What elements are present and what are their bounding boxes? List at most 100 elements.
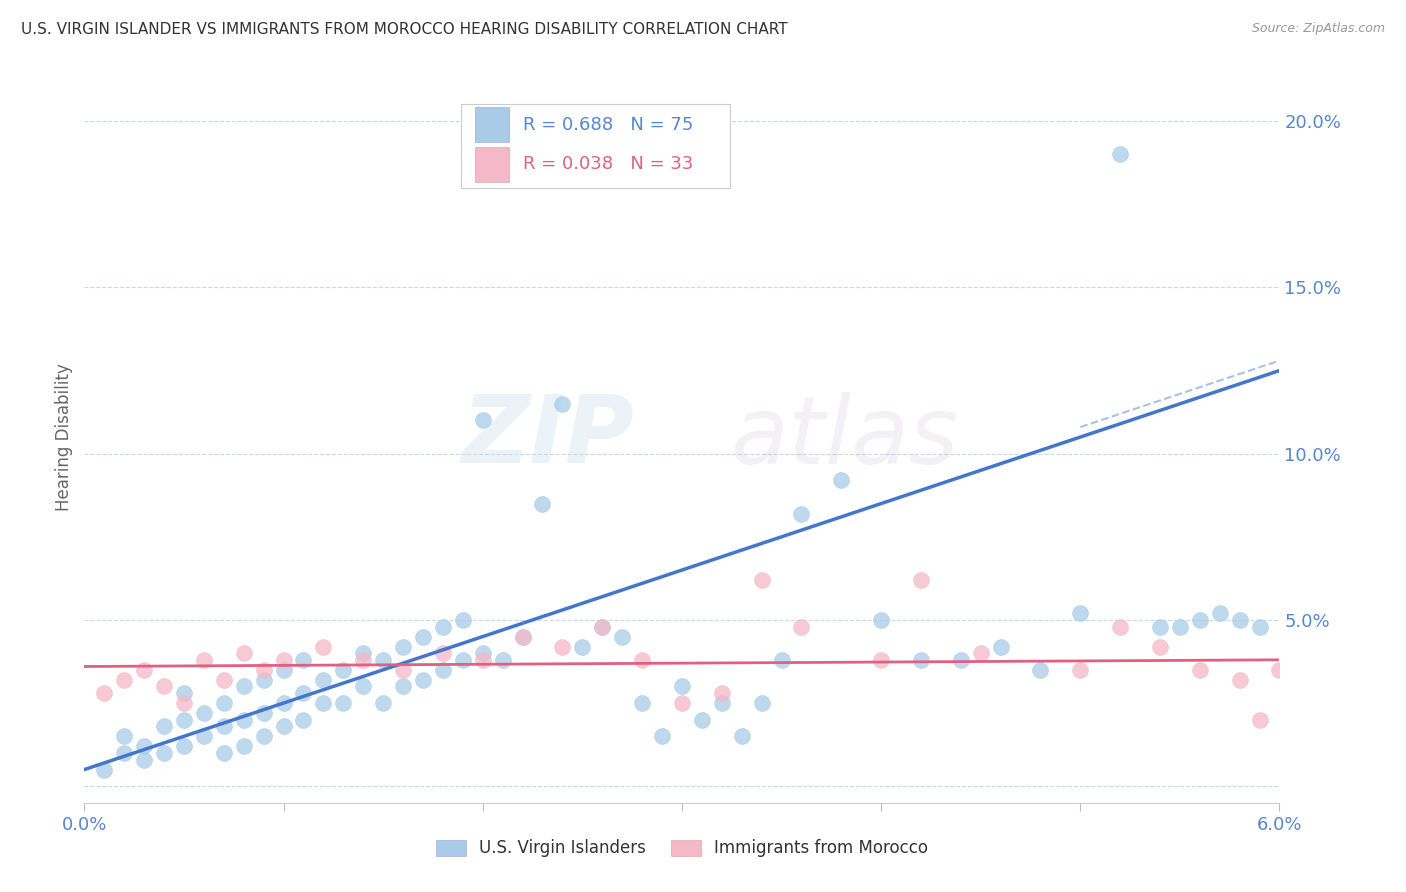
Point (312, 673, 335, 687)
Point (1109, 147, 1132, 161)
Point (273, 663, 295, 677)
Point (571, 640, 593, 654)
Point (292, 653, 315, 667)
Point (212, 673, 235, 687)
Point (451, 653, 474, 667)
Point (132, 663, 156, 677)
Y-axis label: Hearing Disability: Hearing Disability (55, 363, 73, 511)
FancyBboxPatch shape (461, 104, 730, 188)
Point (949, 653, 972, 667)
Point (292, 713, 315, 727)
Point (173, 713, 195, 727)
Point (153, 719, 176, 733)
Legend: U.S. Virgin Islanders, Immigrants from Morocco: U.S. Virgin Islanders, Immigrants from M… (429, 832, 935, 864)
Point (193, 653, 215, 667)
Text: R = 0.038   N = 33: R = 0.038 N = 33 (523, 155, 693, 173)
Point (312, 696, 335, 710)
Point (352, 680, 374, 694)
Point (1249, 713, 1271, 727)
Point (173, 696, 195, 710)
Point (112, 673, 135, 687)
Point (471, 413, 494, 427)
Point (432, 646, 454, 660)
Point (153, 746, 176, 760)
Point (232, 713, 254, 727)
Point (132, 753, 156, 767)
Point (790, 619, 813, 633)
Point (1188, 663, 1211, 677)
Point (392, 663, 415, 677)
Point (232, 680, 254, 694)
Point (1069, 607, 1091, 621)
Point (273, 719, 295, 733)
Point (551, 640, 574, 654)
Text: R = 0.688   N = 75: R = 0.688 N = 75 (523, 116, 693, 134)
Text: ZIP: ZIP (461, 391, 634, 483)
FancyBboxPatch shape (475, 146, 509, 182)
Point (1069, 663, 1091, 677)
Point (451, 613, 474, 627)
Text: U.S. VIRGIN ISLANDER VS IMMIGRANTS FROM MOROCCO HEARING DISABILITY CORRELATION C: U.S. VIRGIN ISLANDER VS IMMIGRANTS FROM … (21, 22, 787, 37)
Text: atlas: atlas (730, 392, 957, 483)
Point (512, 630, 534, 644)
Point (373, 653, 395, 667)
Point (432, 619, 454, 633)
Point (212, 719, 235, 733)
FancyBboxPatch shape (475, 107, 509, 143)
Point (273, 653, 295, 667)
Point (492, 653, 515, 667)
Point (193, 729, 215, 743)
Point (352, 653, 374, 667)
Point (870, 653, 893, 667)
Point (1168, 619, 1191, 633)
Point (332, 663, 354, 677)
Point (990, 640, 1012, 654)
Point (253, 729, 276, 743)
Point (751, 573, 773, 587)
Point (1229, 613, 1251, 627)
Point (392, 680, 415, 694)
Point (751, 696, 773, 710)
Point (731, 729, 754, 743)
Point (710, 696, 733, 710)
Point (471, 653, 494, 667)
Point (412, 673, 434, 687)
Point (690, 713, 713, 727)
Point (471, 646, 494, 660)
Point (830, 473, 852, 487)
Point (352, 646, 374, 660)
Point (373, 696, 395, 710)
Point (392, 640, 415, 654)
Point (93, 686, 115, 700)
Point (253, 673, 276, 687)
Point (212, 746, 235, 760)
Point (531, 497, 554, 511)
Point (432, 663, 454, 677)
Point (273, 696, 295, 710)
Point (332, 696, 354, 710)
Point (910, 573, 932, 587)
Point (232, 739, 254, 754)
Point (870, 613, 893, 627)
Point (1268, 663, 1291, 677)
Point (1209, 607, 1232, 621)
Point (232, 646, 254, 660)
Point (173, 739, 195, 754)
Point (591, 619, 613, 633)
Point (1188, 613, 1211, 627)
Point (910, 653, 932, 667)
Point (591, 619, 613, 633)
Point (1149, 640, 1171, 654)
Point (292, 686, 315, 700)
Point (770, 653, 793, 667)
Point (312, 640, 335, 654)
Point (790, 507, 813, 521)
Point (173, 686, 195, 700)
Point (631, 696, 654, 710)
Point (1229, 673, 1251, 687)
Point (93, 763, 115, 777)
Point (970, 646, 993, 660)
Point (1249, 619, 1271, 633)
Point (551, 397, 574, 411)
Point (1149, 619, 1171, 633)
